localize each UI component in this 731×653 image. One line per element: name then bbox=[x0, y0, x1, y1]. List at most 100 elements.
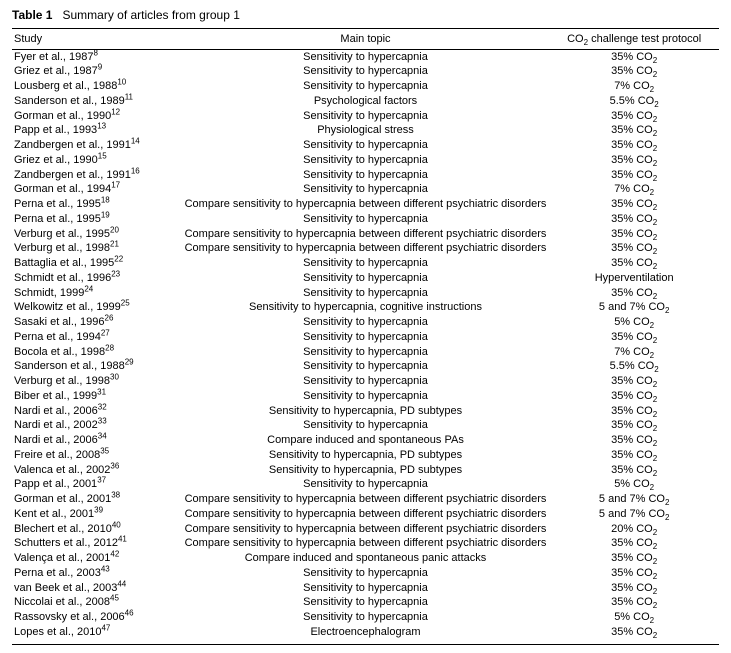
cell-topic: Sensitivity to hypercapnia, PD subtypes bbox=[182, 463, 550, 478]
cell-study: Verburg et al., 199821 bbox=[12, 242, 182, 257]
cell-topic: Sensitivity to hypercapnia bbox=[182, 80, 550, 95]
cell-topic: Physiological stress bbox=[182, 124, 550, 139]
cell-study: Perna et al., 200343 bbox=[12, 566, 182, 581]
cell-topic: Sensitivity to hypercapnia bbox=[182, 478, 550, 493]
cell-protocol: 35% CO2 bbox=[549, 596, 719, 611]
table-row: Papp et al., 199313Physiological stress3… bbox=[12, 124, 719, 139]
cell-protocol: 20% CO2 bbox=[549, 522, 719, 537]
cell-study: Papp et al., 200137 bbox=[12, 478, 182, 493]
cell-topic: Compare sensitivity to hypercapnia betwe… bbox=[182, 507, 550, 522]
table-body: Fyer et al., 19878Sensitivity to hyperca… bbox=[12, 50, 719, 645]
cell-topic: Compare sensitivity to hypercapnia betwe… bbox=[182, 198, 550, 213]
cell-protocol: 7% CO2 bbox=[549, 345, 719, 360]
cell-study: Schmidt et al., 199623 bbox=[12, 271, 182, 286]
cell-study: Rassovsky et al., 200646 bbox=[12, 611, 182, 626]
cell-study: Schmidt, 199924 bbox=[12, 286, 182, 301]
cell-protocol: 35% CO2 bbox=[549, 463, 719, 478]
cell-topic: Sensitivity to hypercapnia bbox=[182, 139, 550, 154]
table-row: Schmidt et al., 199623Sensitivity to hyp… bbox=[12, 271, 719, 286]
cell-protocol: 5 and 7% CO2 bbox=[549, 507, 719, 522]
cell-protocol: 7% CO2 bbox=[549, 80, 719, 95]
table-row: Schmidt, 199924Sensitivity to hypercapni… bbox=[12, 286, 719, 301]
cell-protocol: 35% CO2 bbox=[549, 257, 719, 272]
cell-protocol: 35% CO2 bbox=[549, 330, 719, 345]
cell-protocol: 7% CO2 bbox=[549, 183, 719, 198]
col-header-protocol: CO2 challenge test protocol bbox=[549, 29, 719, 50]
cell-protocol: 35% CO2 bbox=[549, 537, 719, 552]
cell-topic: Sensitivity to hypercapnia bbox=[182, 330, 550, 345]
table-row: Verburg et al., 199830Sensitivity to hyp… bbox=[12, 375, 719, 390]
cell-topic: Sensitivity to hypercapnia bbox=[182, 271, 550, 286]
table-row: Lousberg et al., 198810Sensitivity to hy… bbox=[12, 80, 719, 95]
cell-study: Papp et al., 199313 bbox=[12, 124, 182, 139]
cell-protocol: 35% CO2 bbox=[549, 625, 719, 644]
cell-topic: Sensitivity to hypercapnia bbox=[182, 65, 550, 80]
cell-protocol: 35% CO2 bbox=[549, 375, 719, 390]
cell-protocol: 35% CO2 bbox=[549, 212, 719, 227]
cell-study: Griez et al., 199015 bbox=[12, 153, 182, 168]
table-row: Valença et al., 200142Compare induced an… bbox=[12, 552, 719, 567]
cell-topic: Sensitivity to hypercapnia bbox=[182, 183, 550, 198]
cell-study: van Beek et al., 200344 bbox=[12, 581, 182, 596]
cell-study: Bocola et al., 199828 bbox=[12, 345, 182, 360]
table-row: Welkowitz et al., 199925Sensitivity to h… bbox=[12, 301, 719, 316]
cell-protocol: 35% CO2 bbox=[549, 404, 719, 419]
table-row: Zandbergen et al., 199114Sensitivity to … bbox=[12, 139, 719, 154]
table-row: Bocola et al., 199828Sensitivity to hype… bbox=[12, 345, 719, 360]
cell-study: Niccolai et al., 200845 bbox=[12, 596, 182, 611]
cell-topic: Sensitivity to hypercapnia, PD subtypes bbox=[182, 404, 550, 419]
cell-topic: Sensitivity to hypercapnia, cognitive in… bbox=[182, 301, 550, 316]
summary-table: Study Main topic CO2 challenge test prot… bbox=[12, 28, 719, 645]
cell-protocol: 5 and 7% CO2 bbox=[549, 493, 719, 508]
table-row: Niccolai et al., 200845Sensitivity to hy… bbox=[12, 596, 719, 611]
cell-study: Blechert et al., 201040 bbox=[12, 522, 182, 537]
table-row: Nardi et al., 200233Sensitivity to hyper… bbox=[12, 419, 719, 434]
cell-topic: Sensitivity to hypercapnia, PD subtypes bbox=[182, 448, 550, 463]
table-title: Table 1 Summary of articles from group 1 bbox=[12, 8, 719, 22]
cell-protocol: 35% CO2 bbox=[549, 389, 719, 404]
table-row: Rassovsky et al., 200646Sensitivity to h… bbox=[12, 611, 719, 626]
cell-study: Lopes et al., 201047 bbox=[12, 625, 182, 644]
table-row: Sasaki et al., 199626Sensitivity to hype… bbox=[12, 316, 719, 331]
cell-topic: Sensitivity to hypercapnia bbox=[182, 257, 550, 272]
cell-topic: Psychological factors bbox=[182, 94, 550, 109]
cell-protocol: 5.5% CO2 bbox=[549, 94, 719, 109]
cell-protocol: 35% CO2 bbox=[549, 65, 719, 80]
cell-topic: Sensitivity to hypercapnia bbox=[182, 360, 550, 375]
cell-protocol: 35% CO2 bbox=[549, 286, 719, 301]
cell-topic: Sensitivity to hypercapnia bbox=[182, 581, 550, 596]
cell-study: Griez et al., 19879 bbox=[12, 65, 182, 80]
cell-study: Sasaki et al., 199626 bbox=[12, 316, 182, 331]
table-row: Valenca et al., 200236Sensitivity to hyp… bbox=[12, 463, 719, 478]
cell-study: Valença et al., 200142 bbox=[12, 552, 182, 567]
cell-study: Perna et al., 199519 bbox=[12, 212, 182, 227]
table-row: Gorman et al., 199012Sensitivity to hype… bbox=[12, 109, 719, 124]
cell-topic: Compare induced and spontaneous PAs bbox=[182, 434, 550, 449]
table-title-prefix: Table 1 bbox=[12, 8, 52, 22]
cell-study: Welkowitz et al., 199925 bbox=[12, 301, 182, 316]
cell-protocol: 35% CO2 bbox=[549, 419, 719, 434]
cell-topic: Sensitivity to hypercapnia bbox=[182, 168, 550, 183]
table-row: Nardi et al., 200634Compare induced and … bbox=[12, 434, 719, 449]
cell-study: Zandbergen et al., 199116 bbox=[12, 168, 182, 183]
table-row: Griez et al., 199015Sensitivity to hyper… bbox=[12, 153, 719, 168]
cell-topic: Compare sensitivity to hypercapnia betwe… bbox=[182, 537, 550, 552]
cell-study: Nardi et al., 200634 bbox=[12, 434, 182, 449]
cell-protocol: 35% CO2 bbox=[549, 198, 719, 213]
cell-topic: Electroencephalogram bbox=[182, 625, 550, 644]
table-row: Nardi et al., 200632Sensitivity to hyper… bbox=[12, 404, 719, 419]
cell-protocol: 35% CO2 bbox=[549, 227, 719, 242]
table-title-rest: Summary of articles from group 1 bbox=[62, 8, 239, 22]
cell-topic: Sensitivity to hypercapnia bbox=[182, 153, 550, 168]
cell-topic: Compare sensitivity to hypercapnia betwe… bbox=[182, 522, 550, 537]
cell-topic: Sensitivity to hypercapnia bbox=[182, 212, 550, 227]
cell-topic: Sensitivity to hypercapnia bbox=[182, 389, 550, 404]
cell-protocol: 5.5% CO2 bbox=[549, 360, 719, 375]
cell-topic: Compare sensitivity to hypercapnia betwe… bbox=[182, 493, 550, 508]
cell-study: Freire et al., 200835 bbox=[12, 448, 182, 463]
cell-study: Verburg et al., 199520 bbox=[12, 227, 182, 242]
cell-study: Perna et al., 199518 bbox=[12, 198, 182, 213]
cell-protocol: 35% CO2 bbox=[549, 581, 719, 596]
table-row: Perna et al., 199518Compare sensitivity … bbox=[12, 198, 719, 213]
cell-study: Sanderson et al., 198911 bbox=[12, 94, 182, 109]
